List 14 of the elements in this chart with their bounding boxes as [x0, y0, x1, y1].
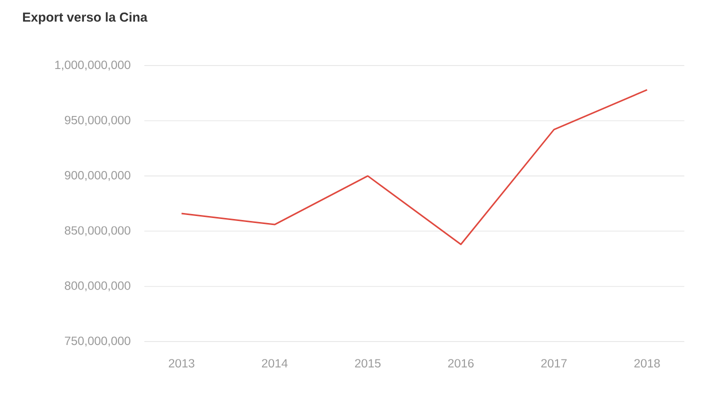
y-tick-label: 1,000,000,000 [55, 60, 130, 70]
x-tick-label: 2017 [541, 359, 567, 368]
y-tick-label: 750,000,000 [64, 336, 130, 346]
y-tick-label: 900,000,000 [64, 171, 130, 181]
line-series [180, 89, 648, 246]
chart-title: Export verso la Cina [23, 12, 148, 24]
y-tick-label: 850,000,000 [64, 226, 130, 236]
x-tick-label: 2014 [262, 359, 288, 368]
x-tick-label: 2015 [355, 359, 381, 368]
x-tick-label: 2013 [168, 359, 194, 368]
x-tick-label: 2016 [448, 359, 474, 368]
y-tick-label: 950,000,000 [64, 116, 130, 126]
x-tick-label: 2018 [634, 359, 660, 368]
y-tick-label: 800,000,000 [64, 281, 130, 292]
